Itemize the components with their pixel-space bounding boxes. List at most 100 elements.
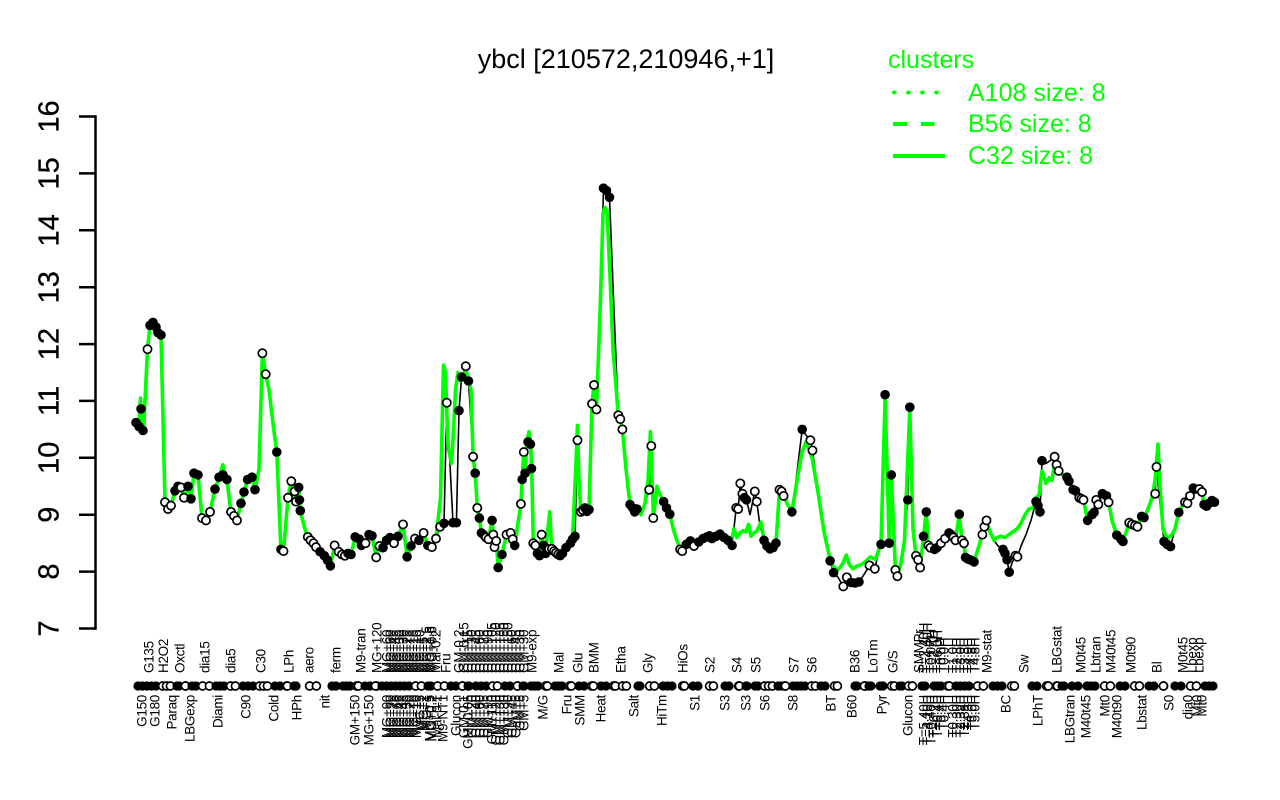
svg-text:T0.30H: T0.30H [946, 695, 961, 737]
svg-text:SMM: SMM [573, 695, 588, 726]
svg-text:Glucon: Glucon [449, 695, 464, 736]
svg-text:GM+30: GM+30 [513, 630, 528, 673]
svg-text:SMMPr: SMMPr [912, 629, 927, 673]
svg-text:T2.3aH: T2.3aH [953, 695, 968, 737]
svg-text:MG+75: MG+75 [386, 695, 401, 738]
svg-text:MG+10: MG+10 [413, 630, 428, 673]
svg-text:14: 14 [34, 214, 66, 246]
svg-text:MG+10: MG+10 [406, 695, 421, 738]
svg-text:B36: B36 [848, 650, 863, 673]
svg-text:GM+75: GM+75 [477, 630, 492, 673]
svg-text:T4.8H: T4.8H [965, 638, 980, 673]
svg-text:T=4.10H: T=4.10H [920, 695, 935, 745]
svg-text:GM+30: GM+30 [517, 630, 532, 673]
svg-text:Fru: Fru [560, 695, 575, 714]
svg-text:Mt0: Mt0 [1190, 695, 1205, 717]
svg-text:S6: S6 [758, 695, 773, 711]
svg-text:GM+105: GM+105 [485, 623, 500, 673]
svg-text:T=0.4H: T=0.4H [930, 695, 945, 738]
svg-text:G135: G135 [142, 641, 157, 673]
svg-text:MG+0.5: MG+0.5 [422, 695, 437, 742]
svg-text:T=4.40H: T=4.40H [920, 623, 935, 673]
svg-text:T0.0H: T0.0H [934, 638, 949, 673]
svg-text:MG+5: MG+5 [416, 637, 431, 673]
svg-text:MG+0.2: MG+0.2 [425, 695, 440, 742]
svg-text:GM+130: GM+130 [497, 695, 512, 745]
svg-text:T3.8H: T3.8H [957, 638, 972, 673]
svg-text:MG+1.5: MG+1.5 [422, 626, 437, 673]
svg-text:Mt0: Mt0 [1195, 695, 1210, 717]
svg-text:GM+130: GM+130 [493, 695, 508, 745]
svg-text:9: 9 [34, 507, 66, 523]
svg-text:M40t90: M40t90 [1110, 695, 1125, 738]
svg-text:T1.0H: T1.0H [946, 638, 961, 673]
svg-text:GM+45: GM+45 [509, 630, 524, 673]
svg-text:T=2.4H: T=2.4H [927, 630, 942, 673]
svg-text:S1: S1 [688, 695, 703, 711]
svg-text:Pyr: Pyr [875, 694, 890, 714]
svg-text:dia5: dia5 [224, 649, 239, 673]
svg-text:Paraq: Paraq [165, 695, 180, 730]
svg-text:C32 size: 8: C32 size: 8 [968, 142, 1093, 170]
svg-text:GM+45: GM+45 [505, 695, 520, 738]
svg-text:G180: G180 [148, 695, 163, 727]
svg-text:GM+120: GM+120 [489, 623, 504, 673]
svg-text:G150: G150 [135, 695, 150, 727]
svg-text:MG+30: MG+30 [396, 630, 411, 673]
svg-text:T3.0H: T3.0H [953, 638, 968, 673]
svg-text:S6: S6 [805, 657, 820, 673]
svg-text:M0t90: M0t90 [1124, 637, 1139, 673]
svg-text:GM+5: GM+5 [513, 695, 528, 731]
svg-text:dia0: dia0 [1181, 695, 1196, 719]
svg-text:MG+45: MG+45 [386, 630, 401, 673]
svg-text:MG+60: MG+60 [383, 630, 398, 673]
svg-text:G/S: G/S [886, 650, 901, 673]
svg-text:MG+120: MG+120 [370, 623, 385, 673]
svg-text:T4.3H: T4.3H [961, 695, 976, 730]
svg-text:MG+90: MG+90 [380, 695, 395, 738]
svg-text:MG+45: MG+45 [393, 695, 408, 738]
svg-text:S0: S0 [1162, 695, 1177, 711]
svg-text:GM-0.1: GM-0.1 [457, 695, 472, 738]
svg-text:MG+2: MG+2 [416, 695, 431, 731]
svg-text:MG+45: MG+45 [389, 630, 404, 673]
svg-text:GaM+5: GaM+5 [509, 695, 524, 738]
svg-text:T0.0H: T0.0H [937, 638, 952, 673]
svg-text:T=0.40H: T=0.40H [923, 695, 938, 745]
svg-text:dia15: dia15 [198, 641, 213, 673]
svg-text:13: 13 [34, 271, 66, 303]
svg-text:M0t45: M0t45 [1176, 637, 1191, 673]
svg-text:GM-0.2: GM-0.2 [452, 630, 467, 673]
svg-text:C90: C90 [239, 695, 254, 719]
svg-text:GM-0.15: GM-0.15 [457, 623, 472, 673]
svg-text:Mal-0.2: Mal-0.2 [429, 630, 444, 673]
svg-text:Salt: Salt [627, 694, 642, 717]
svg-text:MG+10: MG+10 [409, 630, 424, 673]
svg-text:S3: S3 [718, 695, 733, 711]
svg-text:Diami: Diami [211, 695, 226, 728]
svg-text:T5.0H: T5.0H [968, 695, 983, 730]
svg-text:T0.4H: T0.4H [934, 695, 949, 730]
svg-text:Etha: Etha [614, 646, 629, 673]
svg-text:Mal: Mal [552, 652, 567, 673]
svg-text:aero: aero [302, 647, 317, 673]
svg-text:Mal-0.1: Mal-0.1 [430, 695, 445, 738]
svg-text:HiOs: HiOs [676, 644, 691, 673]
svg-text:BC: BC [999, 694, 1014, 713]
svg-text:Mt0: Mt0 [1098, 695, 1113, 717]
svg-text:Bl: Bl [1150, 661, 1165, 673]
svg-text:S3: S3 [739, 695, 754, 711]
svg-text:M9-tran: M9-tran [354, 629, 369, 673]
svg-text:BMM: BMM [587, 642, 602, 673]
svg-text:GM+20: GM+20 [465, 695, 480, 738]
svg-text:T5.0H: T5.0H [965, 695, 980, 730]
svg-text:MG+30: MG+30 [393, 630, 408, 673]
svg-text:T2.3aH: T2.3aH [957, 695, 972, 737]
svg-text:M40t45: M40t45 [1079, 695, 1094, 738]
svg-text:15: 15 [34, 157, 66, 189]
svg-text:12: 12 [34, 328, 66, 360]
svg-text:MG+10: MG+10 [409, 695, 424, 738]
svg-text:MG+1: MG+1 [419, 695, 434, 731]
svg-text:Glu: Glu [571, 653, 586, 673]
svg-text:BT: BT [824, 695, 839, 712]
